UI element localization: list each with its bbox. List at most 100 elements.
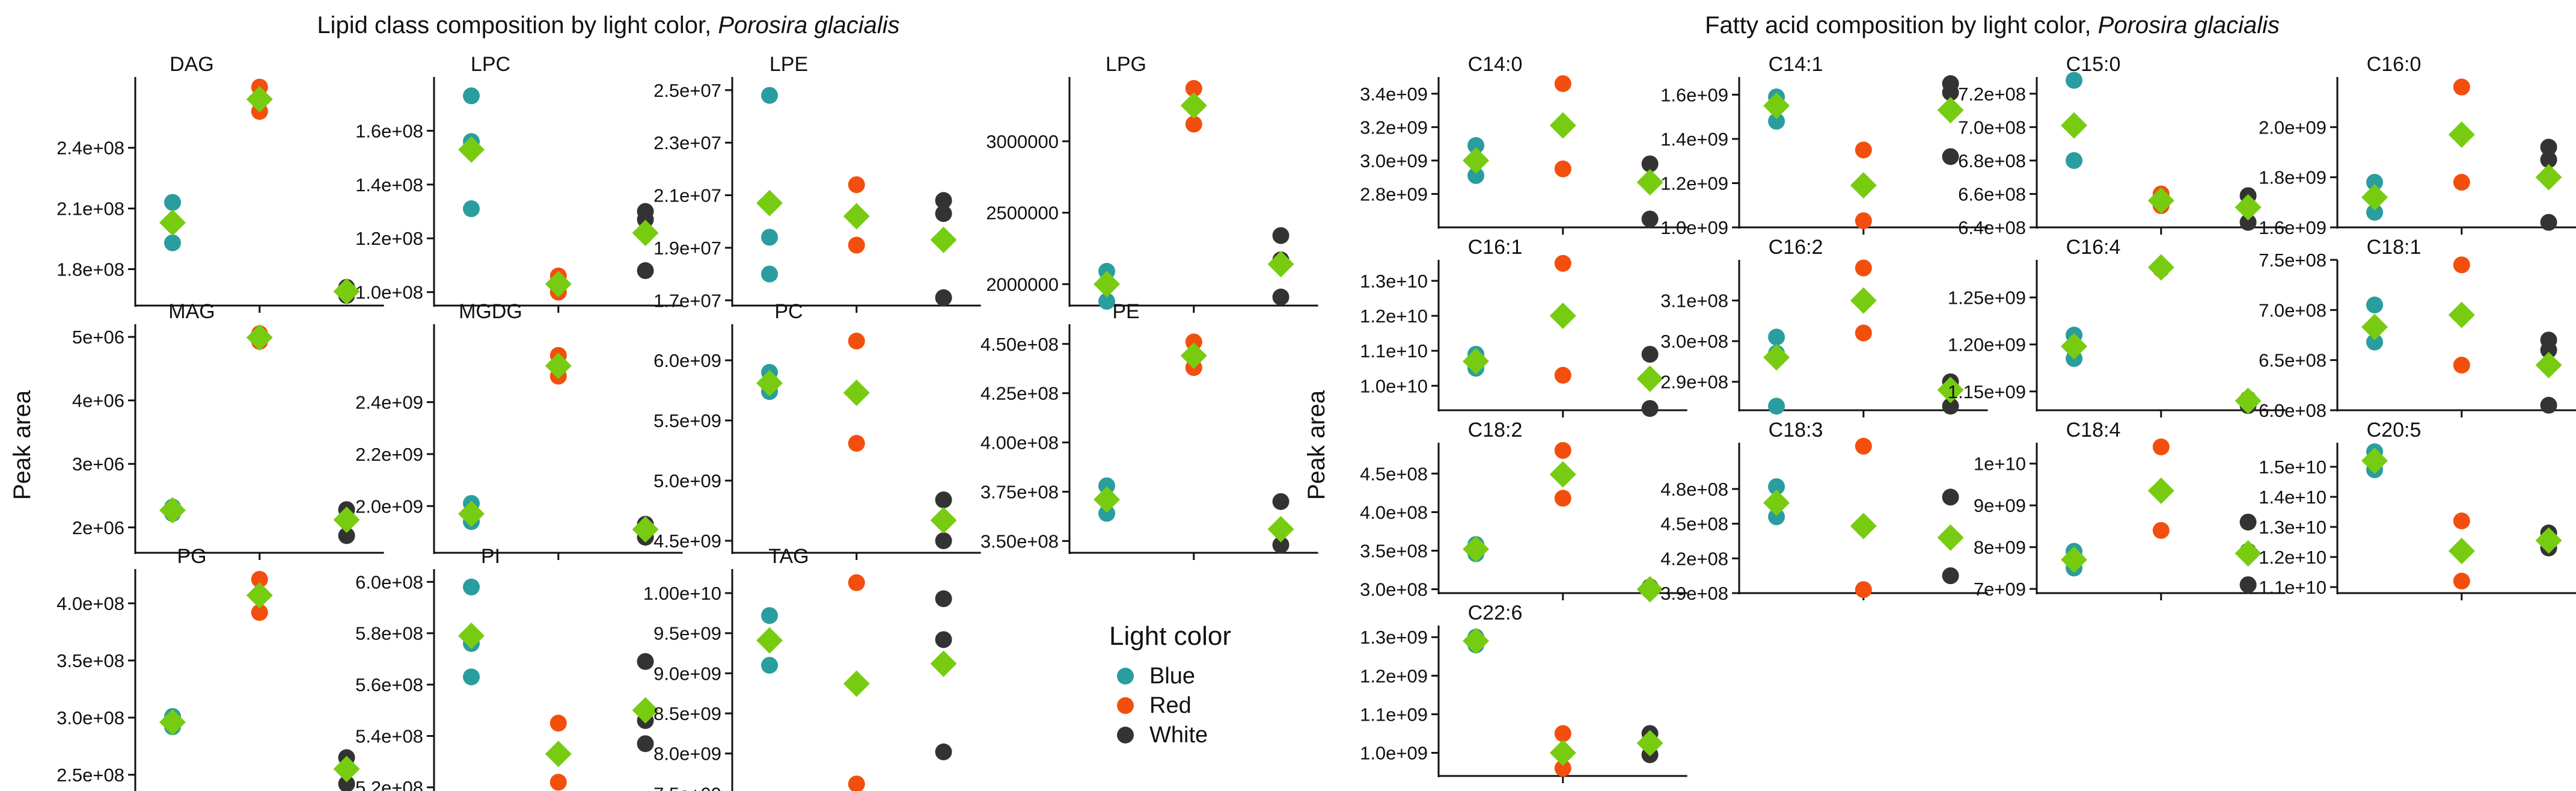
mean-c18-2-white	[1636, 576, 1663, 603]
panel-title-c18-4: C18:4	[2066, 419, 2121, 442]
point-pe-blue	[1098, 477, 1116, 494]
y-tick-label-lpe: 2.3e+07	[653, 132, 721, 153]
panel-c22-6: C22:6 1.0e+09 1.1e+09 1.2e+09 1.3e+09	[1360, 602, 1687, 783]
mean-tag-white	[930, 650, 957, 677]
panel-c18-1: C18:1 6.0e+08 6.5e+08 7.0e+08 7.5e+08	[2259, 236, 2576, 421]
point-c14-0-red	[1554, 160, 1571, 177]
panel-c16-1: C16:1 1.0e+10 1.1e+10 1.2e+10 1.3e+10	[1360, 236, 1687, 417]
y-tick-label-pg: 2.5e+08	[57, 765, 124, 786]
point-c16-0-white	[2540, 151, 2557, 168]
panel-title-c18-1: C18:1	[2367, 236, 2422, 259]
y-tick-label-pg: 4.0e+08	[57, 593, 124, 614]
y-tick-label-c18-4: 9e+09	[1974, 495, 2026, 516]
point-c16-0-blue	[2366, 204, 2384, 221]
mean-pg-red	[246, 582, 273, 609]
fatty-acid-ylabel: Peak area	[1303, 390, 1330, 500]
mean-c18-1-red	[2448, 301, 2475, 328]
panel-lpg: LPG 2000000 2500000 3000000	[986, 53, 1318, 313]
point-tag-white	[935, 743, 952, 760]
y-tick-label-c18-4: 8e+09	[1974, 537, 2026, 558]
y-tick-label-mag: 2e+06	[72, 517, 124, 538]
point-c18-1-red	[2453, 256, 2470, 274]
panel-title-lpg: LPG	[1106, 53, 1146, 76]
point-c18-4-white	[2239, 576, 2257, 594]
point-c18-3-blue	[1768, 508, 1785, 526]
point-c14-0-white	[1641, 155, 1659, 173]
y-tick-label-c20-5: 1.3e+10	[2259, 517, 2327, 538]
mean-pi-red	[545, 740, 572, 768]
point-lpe-red	[848, 236, 865, 254]
point-c18-3-blue	[1768, 478, 1785, 496]
y-tick-label-c15-0: 6.4e+08	[1958, 217, 2026, 238]
y-tick-label-c16-1: 1.2e+10	[1360, 306, 1428, 327]
y-tick-label-c18-3: 4.5e+08	[1660, 514, 1728, 535]
panel-title-c14-1: C14:1	[1769, 53, 1823, 76]
legend-swatch-blue	[1117, 668, 1134, 685]
mean-c20-5-blue	[2361, 448, 2388, 474]
point-c18-4-red	[2152, 438, 2170, 455]
y-tick-label-pi: 5.8e+08	[355, 623, 423, 644]
panel-mag: MAG 2e+06 3e+06 4e+06 5e+06	[72, 300, 384, 560]
mean-mgdg-white	[632, 516, 659, 543]
point-c18-1-white	[2540, 342, 2557, 359]
mean-dag-blue	[159, 209, 186, 236]
lipid-ylabel: Peak area	[9, 390, 35, 500]
panel-pc: PC 4.5e+09 5.0e+09 5.5e+09 6.0e+09	[653, 300, 981, 560]
mean-c18-2-red	[1549, 461, 1576, 488]
y-tick-label-mag: 4e+06	[72, 390, 124, 411]
mean-lpc-red	[545, 271, 572, 298]
point-lpc-white	[637, 211, 654, 228]
point-tag-red	[848, 775, 865, 791]
point-c20-5-red	[2453, 573, 2470, 589]
y-tick-label-pc: 4.5e+09	[653, 531, 721, 552]
mean-mgdg-red	[545, 352, 572, 380]
y-tick-label-c20-5: 1.4e+10	[2259, 487, 2327, 508]
point-pi-white	[637, 735, 654, 753]
y-tick-label-pe: 4.00e+08	[981, 432, 1059, 454]
panel-lpc: LPC 1.0e+08 1.2e+08 1.4e+08 1.6e+08	[355, 53, 683, 313]
point-lpg-red	[1185, 80, 1202, 97]
panel-tag: TAG 7.5e+09 8.0e+09 8.5e+09 9.0e+09 9.5e+09 1.…	[643, 545, 957, 791]
point-pi-white	[637, 653, 654, 670]
y-tick-label-tag: 9.0e+09	[653, 663, 721, 684]
mean-lpg-red	[1180, 92, 1207, 119]
mean-c22-6-blue	[1463, 627, 1490, 654]
y-tick-label-tag: 8.5e+09	[653, 703, 721, 724]
mean-pe-red	[1180, 342, 1207, 369]
point-c18-3-white	[1942, 488, 1959, 506]
point-c15-0-white	[2239, 214, 2257, 231]
point-c18-1-blue	[2366, 333, 2384, 351]
panel-title-mag: MAG	[168, 300, 215, 323]
y-tick-label-c14-0: 3.4e+09	[1360, 84, 1428, 105]
y-tick-label-c22-6: 1.0e+09	[1360, 743, 1428, 764]
mean-c18-4-red	[2147, 477, 2174, 504]
panel-title-pg: PG	[177, 545, 206, 568]
mean-lpe-blue	[756, 189, 783, 217]
y-tick-label-c16-4: 1.25e+09	[1948, 288, 2026, 309]
y-tick-label-tag: 7.5e+09	[653, 783, 721, 791]
y-tick-label-c20-5: 1.1e+10	[2259, 577, 2327, 598]
mean-c18-4-white	[2235, 540, 2262, 567]
mean-c18-3-blue	[1763, 490, 1790, 516]
point-tag-blue	[761, 657, 779, 674]
y-tick-label-pg: 3.0e+08	[57, 707, 124, 728]
point-c16-1-red	[1554, 366, 1571, 384]
point-pe-red	[1185, 333, 1202, 351]
y-tick-label-mag: 5e+06	[72, 327, 124, 348]
y-tick-label-c18-2: 3.5e+08	[1360, 540, 1428, 561]
y-tick-label-c16-4: 1.15e+09	[1948, 381, 2026, 402]
y-tick-label-c15-0: 7.2e+08	[1958, 84, 2026, 105]
point-c14-1-white	[1942, 84, 1959, 101]
y-tick-label-mgdg: 2.0e+09	[355, 496, 423, 517]
legend-label-white: White	[1149, 722, 1208, 748]
panel-title-c20-5: C20:5	[2367, 419, 2422, 442]
point-pi-blue	[463, 668, 480, 686]
y-tick-label-pi: 5.6e+08	[355, 674, 423, 695]
mean-c14-0-red	[1549, 112, 1576, 139]
y-tick-label-pe: 4.25e+08	[981, 383, 1059, 404]
mean-c20-5-red	[2448, 538, 2475, 564]
mean-c16-2-red	[1850, 287, 1877, 314]
point-c14-0-white	[1641, 211, 1659, 228]
fatty-acid-figure-title: Fatty acid composition by light color, P…	[1705, 12, 2280, 38]
point-dag-blue	[164, 194, 182, 211]
